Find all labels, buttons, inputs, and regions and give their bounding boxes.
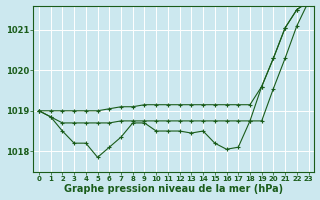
X-axis label: Graphe pression niveau de la mer (hPa): Graphe pression niveau de la mer (hPa)	[64, 184, 283, 194]
